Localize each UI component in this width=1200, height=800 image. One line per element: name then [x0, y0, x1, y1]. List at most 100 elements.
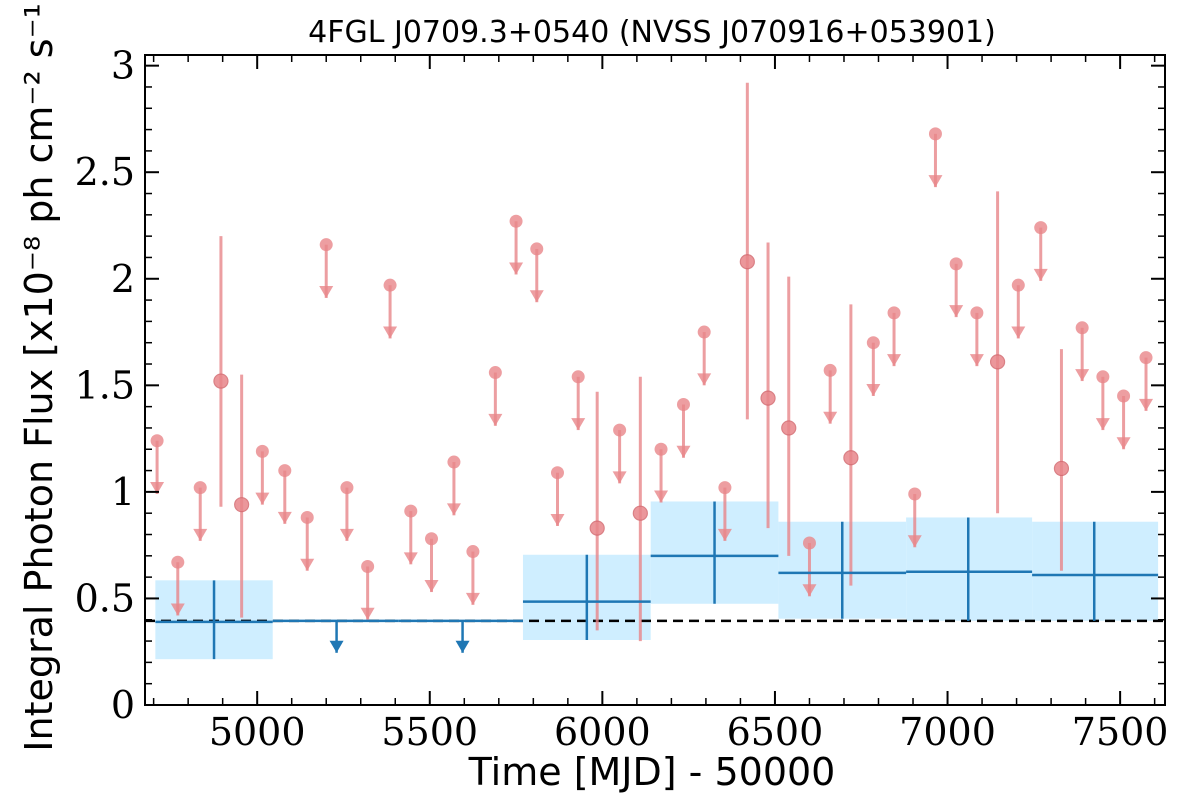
x-tick-label: 6000: [554, 710, 651, 754]
detection-point: [213, 373, 229, 389]
upper-limit-arrow: [383, 326, 398, 339]
detection-point: [843, 450, 859, 466]
upper-limit-marker: [447, 455, 461, 469]
upper-limit-arrow: [717, 528, 732, 541]
detection-point: [234, 497, 250, 513]
long-bin-upper-limit-arrow: [329, 640, 344, 653]
upper-limit-arrow: [465, 592, 480, 605]
detection-point: [589, 520, 605, 536]
upper-limit-arrow: [1075, 369, 1090, 382]
upper-limit-arrow: [360, 607, 375, 620]
y-tick-label: 0: [111, 683, 135, 727]
upper-limit-arrow: [949, 305, 964, 318]
upper-limit-arrow: [509, 262, 524, 275]
upper-limit-marker: [887, 306, 901, 320]
upper-limit-arrow: [339, 528, 354, 541]
upper-limit-marker: [1011, 278, 1025, 292]
upper-limit-arrow: [571, 418, 586, 431]
upper-limit-marker: [150, 434, 164, 448]
upper-limit-marker: [509, 214, 523, 228]
x-axis-label: Time [MJD] - 50000: [468, 750, 836, 794]
upper-limit-marker: [908, 487, 922, 501]
upper-limit-arrow: [697, 373, 712, 386]
detection-point: [1053, 460, 1070, 477]
upper-limit-arrow: [887, 354, 902, 367]
upper-limit-arrow: [1011, 326, 1026, 339]
upper-limit-marker: [424, 532, 438, 546]
upper-limit-arrow: [1033, 268, 1048, 281]
upper-limit-arrow: [907, 535, 922, 548]
upper-limit-marker: [949, 257, 963, 271]
upper-limit-marker: [550, 466, 564, 480]
upper-limit-arrow: [928, 175, 943, 188]
upper-limit-marker: [802, 536, 816, 550]
upper-limit-arrow: [403, 552, 418, 565]
upper-limit-marker: [319, 238, 333, 252]
detection-point: [989, 354, 1006, 370]
upper-limit-marker: [488, 366, 502, 380]
upper-limit-arrow: [255, 492, 270, 505]
upper-limit-marker: [340, 481, 354, 495]
x-tick-label: 5500: [381, 710, 478, 754]
upper-limit-marker: [676, 398, 690, 412]
upper-limit-marker: [404, 504, 418, 518]
upper-limit-marker: [278, 464, 292, 478]
y-tick-label: 2.5: [75, 150, 135, 194]
y-tick-label: 3: [111, 44, 135, 88]
upper-limit-arrow: [170, 603, 185, 616]
x-tick-label: 7000: [899, 710, 996, 754]
x-tick-label: 7500: [1072, 710, 1169, 754]
y-tick-label: 0.5: [75, 576, 135, 620]
upper-limit-marker: [466, 545, 480, 559]
upper-limit-marker: [1096, 370, 1110, 384]
upper-limit-arrow: [1116, 437, 1131, 450]
upper-limit-arrow: [446, 503, 461, 516]
upper-limit-marker: [613, 423, 627, 437]
upper-limit-arrow: [550, 513, 565, 526]
upper-limit-marker: [1117, 389, 1131, 403]
plot-area: 5000 5500 6000 6500 7000 7500 0 0.5 1 1.5 2 2.5 3: [75, 44, 1169, 754]
upper-limit-arrow: [866, 383, 881, 396]
upper-limit-marker: [171, 555, 185, 569]
upper-limit-marker: [1034, 221, 1048, 235]
upper-limit-arrow: [612, 471, 627, 484]
detection-point: [632, 505, 648, 521]
upper-limit-marker: [255, 444, 269, 458]
upper-limit-marker: [571, 370, 585, 384]
y-tick-label: 2: [111, 257, 135, 301]
upper-limit-marker: [383, 278, 397, 292]
upper-limit-arrow: [193, 528, 208, 541]
upper-limit-arrow: [676, 445, 691, 458]
y-tick-label: 1.5: [75, 363, 135, 407]
upper-limit-arrow: [277, 511, 292, 524]
upper-limit-arrow: [802, 584, 817, 597]
x-tick-label: 6500: [727, 710, 824, 754]
detection-point: [760, 390, 776, 406]
upper-limit-arrow: [300, 558, 315, 571]
chart-title: 4FGL J0709.3+0540 (NVSS J070916+053901): [308, 15, 996, 50]
upper-limit-arrow: [654, 490, 669, 503]
detection-point: [781, 420, 797, 436]
y-axis-label: Integral Photon Flux [x10⁻⁸ ph cm⁻² s⁻¹]: [17, 0, 61, 752]
upper-limit-marker: [866, 336, 880, 350]
upper-limit-marker: [1139, 351, 1153, 365]
upper-limit-marker: [970, 306, 984, 320]
upper-limit-arrow: [1095, 418, 1110, 431]
upper-limit-marker: [697, 325, 711, 339]
x-tick-label: 5000: [209, 710, 306, 754]
upper-limit-arrow: [488, 413, 503, 426]
y-tick-label: 1: [111, 470, 135, 514]
upper-limit-arrow: [319, 285, 334, 298]
upper-limit-arrow: [529, 290, 544, 303]
detection-point: [739, 254, 755, 270]
upper-limit-marker: [1075, 321, 1089, 335]
upper-limit-marker: [823, 363, 837, 377]
upper-limit-marker: [928, 127, 942, 141]
upper-limit-marker: [718, 481, 732, 495]
upper-limit-marker: [530, 242, 544, 256]
upper-limit-marker: [361, 559, 375, 573]
upper-limit-marker: [193, 481, 207, 495]
plot-frame: [144, 54, 1166, 706]
upper-limit-arrow: [424, 580, 439, 593]
